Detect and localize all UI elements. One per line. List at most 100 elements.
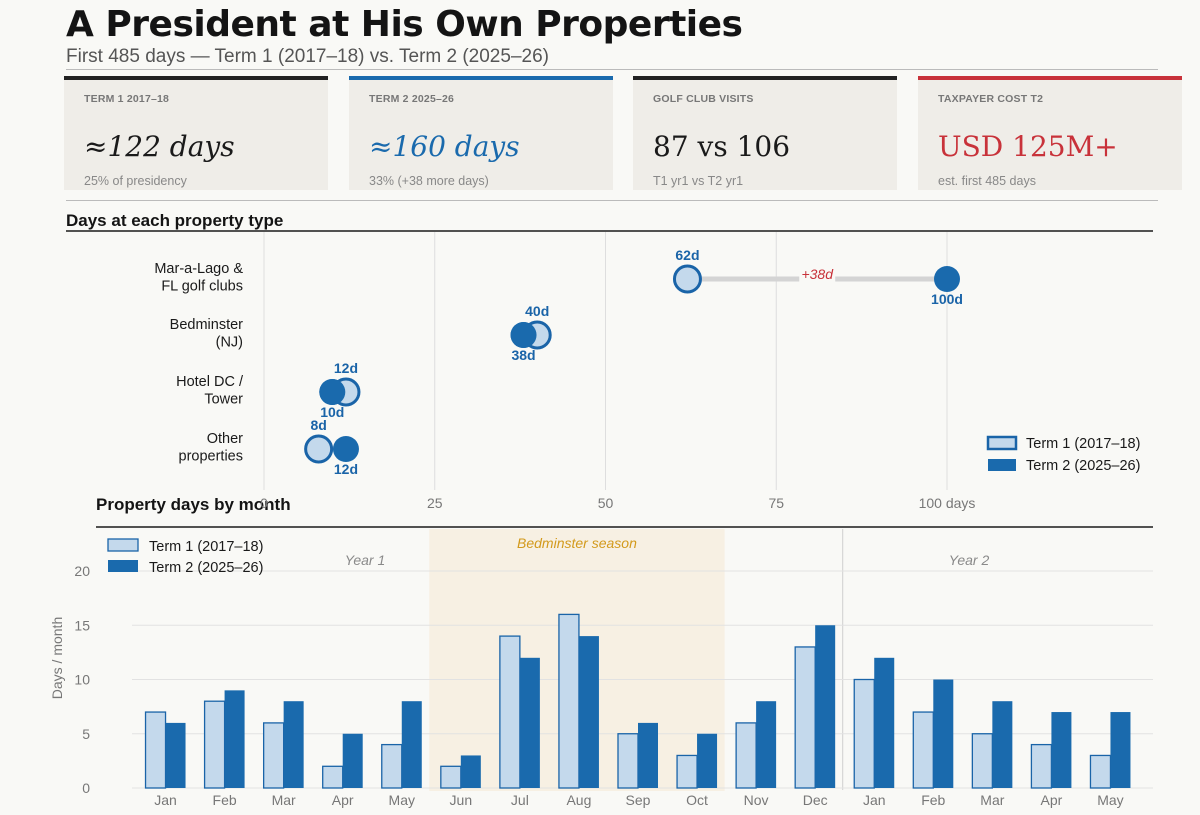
stat-cards: TERM 1 2017–18 ≈122 days 25% of presiden…: [64, 76, 1182, 191]
y-tick-label: 0: [82, 780, 90, 796]
month-tick-label: May: [1097, 792, 1123, 808]
stat-card-note: 25% of presidency: [84, 174, 187, 188]
category-label: (NJ): [216, 335, 243, 351]
month-tick-label: Feb: [921, 792, 945, 808]
term1-point: [672, 264, 702, 294]
month-tick-label: Apr: [332, 792, 354, 808]
term1-bar: [1089, 754, 1112, 789]
month-tick-label: Oct: [686, 792, 708, 808]
month-tick-label: Dec: [803, 792, 828, 808]
term2-point: [510, 322, 537, 348]
term2-bar: [283, 701, 304, 788]
term1-bar: [912, 711, 934, 789]
y-tick-label: 20: [74, 563, 90, 579]
term2-bar: [1051, 712, 1072, 788]
term2-bar: [165, 722, 186, 788]
header-divider: [66, 69, 1158, 70]
term2-point: [332, 436, 359, 462]
legend-label-term1: Term 1 (2017–18): [149, 539, 263, 555]
term1-bar: [322, 765, 344, 789]
term1-bar: [262, 722, 285, 789]
term2-bar: [401, 701, 422, 788]
x-tick-label: 25: [427, 495, 443, 511]
month-tick-label: Jan: [863, 792, 886, 808]
term1-bar: [203, 700, 226, 789]
month-tick-label: Jul: [511, 792, 529, 808]
term1-bar: [381, 743, 403, 789]
term2-point: [319, 379, 346, 405]
month-tick-label: Aug: [566, 792, 591, 808]
dumbbell-chart-title: Days at each property type: [66, 211, 284, 230]
legend-swatch-term2: [988, 459, 1016, 471]
term2-bar: [756, 701, 777, 788]
term2-bar: [460, 755, 481, 788]
stat-card-label: TAXPAYER COST T2: [938, 93, 1044, 105]
stat-card-label: GOLF CLUB VISITS: [653, 93, 754, 105]
term1-bar: [735, 722, 757, 789]
term1-bar: [676, 754, 698, 789]
cards-divider: [66, 200, 1158, 201]
term2-bar: [697, 733, 718, 788]
term1-bar: [144, 711, 167, 789]
term2-bar: [638, 722, 658, 788]
month-tick-label: Jun: [450, 792, 473, 808]
term2-value-label: 38d: [511, 347, 535, 363]
x-tick-label: 100 days: [919, 495, 976, 511]
stat-card-cost: TAXPAYER COST T2 USD 125M+ est. first 48…: [918, 76, 1182, 190]
term1-value-label: 12d: [334, 360, 358, 376]
year1-label: Year 1: [345, 552, 385, 568]
month-tick-label: Feb: [213, 792, 237, 808]
month-tick-label: Sep: [626, 792, 651, 808]
x-tick-label: 50: [598, 495, 614, 511]
term1-value-label: 8d: [310, 417, 326, 433]
month-tick-label: Jan: [154, 792, 177, 808]
month-tick-label: Apr: [1041, 792, 1063, 808]
stat-card-value: USD 125M+: [938, 130, 1118, 163]
category-label: Tower: [204, 392, 243, 408]
stat-card-label: TERM 1 2017–18: [84, 93, 170, 105]
term2-point: [934, 266, 960, 292]
term2-bar: [874, 657, 895, 788]
x-tick-label: 75: [768, 495, 784, 511]
stat-card-golf: GOLF CLUB VISITS 87 vs 106 T1 yr1 vs T2 …: [633, 76, 897, 190]
term1-bar: [853, 678, 875, 789]
term1-bar: [794, 646, 816, 789]
stat-card-value: ≈122 days: [84, 130, 235, 163]
legend-swatch-term2: [108, 560, 138, 572]
legend-label-term1: Term 1 (2017–18): [1026, 436, 1140, 452]
difference-annotation: +38d: [801, 266, 834, 282]
term2-value-label: 100d: [931, 291, 963, 307]
term2-bar: [578, 636, 599, 788]
legend-label-term2: Term 2 (2025–26): [149, 560, 263, 576]
term1-bar: [440, 765, 462, 789]
term1-bar: [971, 733, 994, 789]
month-tick-label: May: [389, 792, 415, 808]
term2-value-label: 12d: [334, 461, 358, 477]
stat-card-note: 33% (+38 more days): [369, 174, 489, 188]
x-tick-label: 0: [260, 495, 268, 511]
term1-value-label: 40d: [525, 303, 549, 319]
term2-bar: [815, 625, 836, 788]
stat-card-note: T1 yr1 vs T2 yr1: [653, 174, 744, 188]
bar-chart-title: Property days by month: [96, 495, 291, 514]
term1-bar: [499, 635, 521, 789]
term2-value-label: 10d: [320, 404, 344, 420]
annotation-bg: [799, 269, 836, 285]
term1-point: [304, 434, 334, 464]
category-label: FL golf clubs: [161, 279, 243, 295]
season-label: Bedminster season: [517, 535, 637, 551]
y-tick-label: 10: [74, 672, 90, 688]
stat-card-value: 87 vs 106: [653, 130, 791, 163]
term1-bar: [617, 733, 639, 789]
category-label: Mar-a-Lago &: [154, 261, 243, 277]
stat-card-value: ≈160 days: [369, 130, 520, 163]
month-tick-label: Mar: [980, 792, 1004, 808]
term2-bar: [992, 701, 1013, 788]
legend-label-term2: Term 2 (2025–26): [1026, 458, 1140, 474]
y-tick-label: 5: [82, 726, 90, 742]
category-label: Bedminster: [170, 317, 244, 333]
term2-bar: [933, 679, 954, 788]
term1-value-label: 62d: [675, 247, 699, 263]
stat-card-term1: TERM 1 2017–18 ≈122 days 25% of presiden…: [64, 76, 328, 190]
